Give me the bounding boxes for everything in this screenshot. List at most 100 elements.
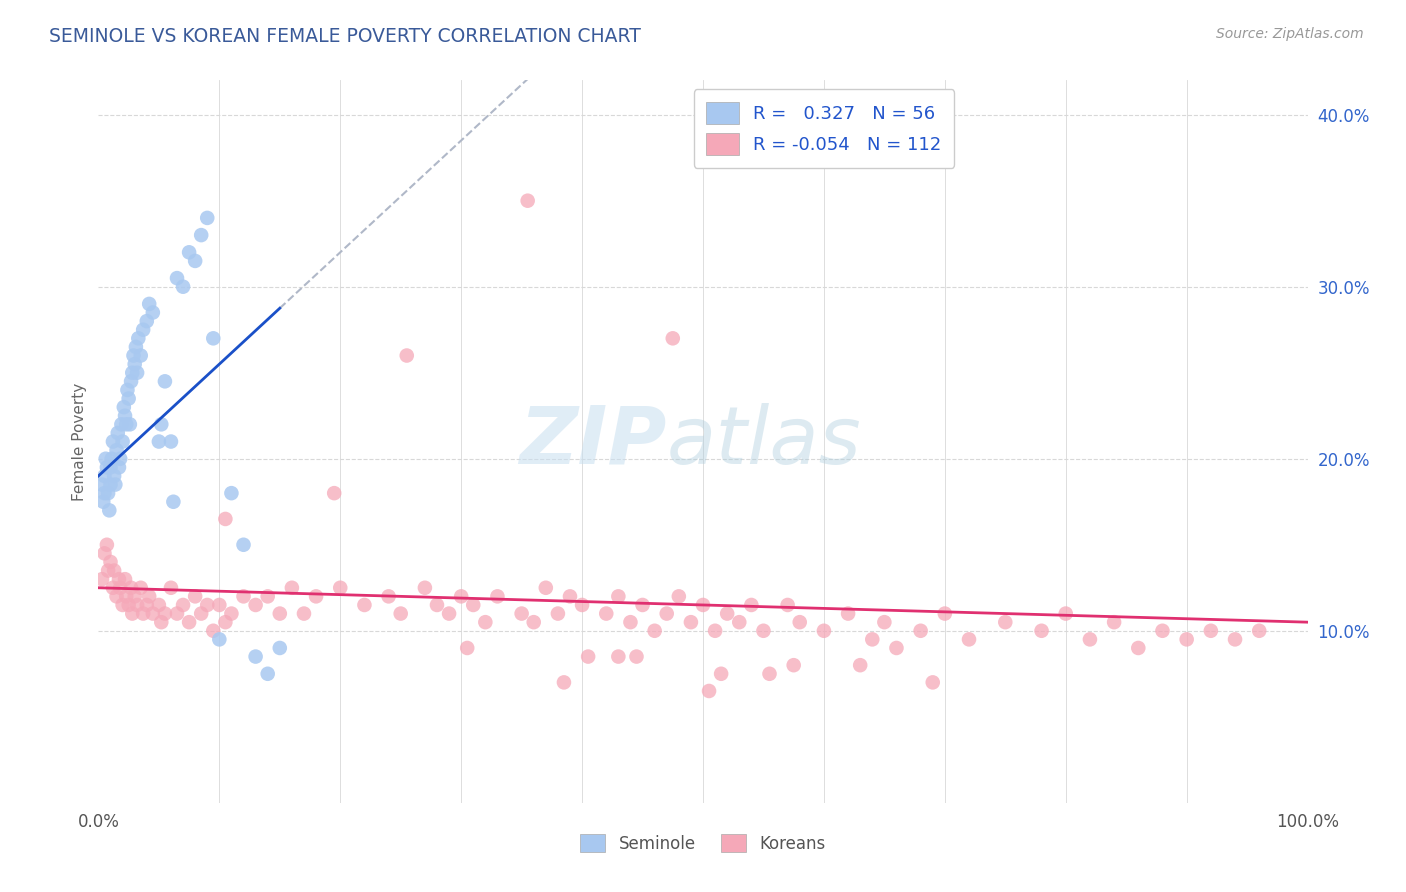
Point <box>179 615 201 630</box>
Point <box>108 460 131 475</box>
Point <box>100 477 122 491</box>
Point <box>534 581 557 595</box>
Point <box>1175 632 1198 647</box>
Point <box>153 607 176 621</box>
Point <box>115 417 138 432</box>
Point <box>463 598 485 612</box>
Text: Source: ZipAtlas.com: Source: ZipAtlas.com <box>1216 27 1364 41</box>
Text: atlas: atlas <box>666 402 862 481</box>
Point <box>124 590 146 604</box>
Point <box>115 590 138 604</box>
Point <box>456 640 478 655</box>
Point <box>125 340 148 354</box>
Point <box>704 624 727 638</box>
Point <box>910 624 932 638</box>
Point <box>117 383 139 397</box>
Point <box>208 632 231 647</box>
Point <box>129 581 152 595</box>
Point <box>93 469 115 483</box>
Point <box>121 366 143 380</box>
Point <box>110 417 132 432</box>
Point <box>716 607 738 621</box>
Point <box>860 632 883 647</box>
Point <box>118 417 141 432</box>
Point <box>94 451 117 466</box>
Point <box>184 590 207 604</box>
Point <box>710 666 733 681</box>
Point <box>132 607 155 621</box>
Point <box>96 460 118 475</box>
Point <box>655 607 678 621</box>
Point <box>127 331 149 345</box>
Point <box>105 443 128 458</box>
Point <box>120 581 142 595</box>
Point <box>873 615 896 630</box>
Point <box>558 590 581 604</box>
Point <box>108 581 131 595</box>
Text: SEMINOLE VS KOREAN FEMALE POVERTY CORRELATION CHART: SEMINOLE VS KOREAN FEMALE POVERTY CORREL… <box>49 27 641 45</box>
Point <box>486 590 509 604</box>
Y-axis label: Female Poverty: Female Poverty <box>72 383 87 500</box>
Point <box>166 607 188 621</box>
Point <box>150 417 173 432</box>
Point <box>142 305 165 319</box>
Point <box>776 598 799 612</box>
Point <box>510 607 533 621</box>
Point <box>668 590 690 604</box>
Point <box>245 598 267 612</box>
Point <box>232 590 254 604</box>
Point <box>849 658 872 673</box>
Point <box>994 615 1017 630</box>
Point <box>97 486 120 500</box>
Point <box>516 194 538 208</box>
Point <box>208 598 231 612</box>
Point <box>595 607 617 621</box>
Point <box>108 572 131 586</box>
Point <box>474 615 496 630</box>
Point <box>166 271 188 285</box>
Point <box>195 598 218 612</box>
Point <box>190 607 212 621</box>
Point <box>150 615 173 630</box>
Point <box>728 615 751 630</box>
Point <box>96 538 118 552</box>
Point <box>93 546 115 560</box>
Point <box>91 572 114 586</box>
Point <box>179 245 201 260</box>
Point <box>214 512 236 526</box>
Point <box>103 564 125 578</box>
Point <box>547 607 569 621</box>
Point <box>692 598 714 612</box>
Point <box>245 649 267 664</box>
Point <box>631 598 654 612</box>
Point <box>389 607 412 621</box>
Point <box>232 538 254 552</box>
Point <box>132 323 155 337</box>
Point <box>98 503 121 517</box>
Point <box>1078 632 1101 647</box>
Point <box>523 615 546 630</box>
Point <box>111 598 134 612</box>
Point <box>114 572 136 586</box>
Point <box>1152 624 1174 638</box>
Point <box>292 607 315 621</box>
Point <box>202 624 225 638</box>
Point <box>437 607 460 621</box>
Point <box>221 486 243 500</box>
Point <box>662 331 685 345</box>
Point <box>101 581 124 595</box>
Point <box>1223 632 1246 647</box>
Point <box>135 314 157 328</box>
Point <box>160 581 183 595</box>
Point <box>256 666 278 681</box>
Point <box>93 486 115 500</box>
Point <box>124 357 146 371</box>
Point <box>281 581 304 595</box>
Point <box>190 228 212 243</box>
Point <box>100 460 122 475</box>
Point <box>120 375 142 389</box>
Point <box>921 675 943 690</box>
Point <box>184 253 207 268</box>
Point <box>91 494 114 508</box>
Point <box>1199 624 1222 638</box>
